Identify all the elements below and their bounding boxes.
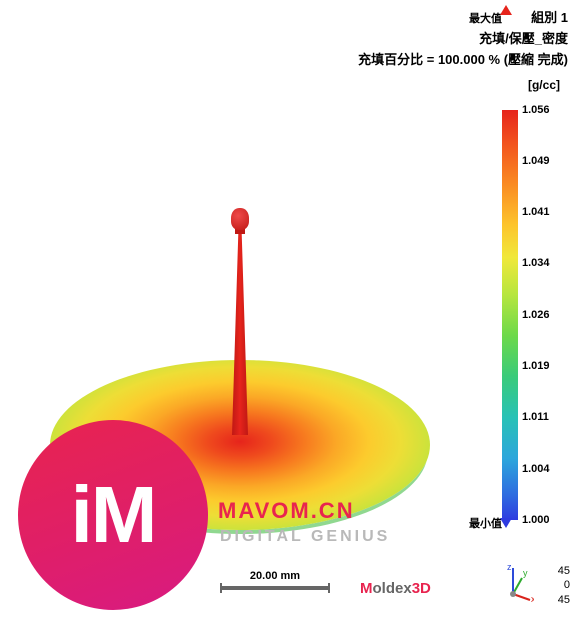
- scale-bar-label: 20.00 mm: [220, 570, 330, 582]
- watermark-line1: MAVOM.CN: [218, 498, 355, 524]
- legend-tick: 1.004: [522, 463, 550, 475]
- legend-tick: 1.026: [522, 309, 550, 321]
- watermark-badge: iM: [18, 420, 208, 610]
- result-header: 組別 1 充填/保壓_密度 充填百分比 = 100.000 % (壓縮 完成): [358, 8, 568, 70]
- group-label: 組別 1: [358, 8, 568, 29]
- legend-min-icon: [500, 518, 512, 528]
- angle-1: 45: [558, 564, 570, 578]
- axis-triad: x y z: [492, 562, 534, 604]
- svg-text:x: x: [531, 594, 534, 604]
- svg-text:z: z: [507, 562, 512, 572]
- legend-max-icon: [500, 5, 512, 15]
- angle-2: 0: [558, 578, 570, 592]
- scale-bar-line: [220, 586, 330, 590]
- scale-bar: 20.00 mm: [220, 586, 330, 590]
- legend-tick: 1.011: [522, 411, 549, 423]
- watermark-line2: DIGITAL GENIUS: [220, 528, 390, 546]
- legend-tick: 1.034: [522, 257, 550, 269]
- legend-max-label: 最大值: [469, 10, 502, 26]
- legend-tick: 1.056: [522, 104, 550, 116]
- angle-3: 45: [558, 593, 570, 607]
- svg-text:y: y: [523, 568, 528, 578]
- model-sprue: [232, 220, 248, 435]
- legend-tick: 1.000: [522, 514, 550, 526]
- legend-min-label: 最小值: [469, 515, 502, 531]
- fill-percent-line: 充填百分比 = 100.000 % (壓縮 完成): [358, 50, 568, 71]
- view-angles: 45 0 45: [558, 564, 570, 607]
- result-type: 充填/保壓_密度: [358, 29, 568, 50]
- legend-tick: 1.019: [522, 360, 550, 372]
- legend-tick: 1.049: [522, 155, 550, 167]
- model-sprue-head: [231, 208, 249, 230]
- badge-text: iM: [71, 469, 156, 561]
- legend-tick: 1.041: [522, 206, 550, 218]
- color-gradient-bar: [502, 110, 518, 520]
- color-legend: 1.056 1.049 1.041 1.034 1.026 1.019 1.01…: [502, 100, 562, 530]
- legend-unit: [g/cc]: [528, 78, 560, 92]
- brand-logo: Moldex3D: [360, 580, 431, 597]
